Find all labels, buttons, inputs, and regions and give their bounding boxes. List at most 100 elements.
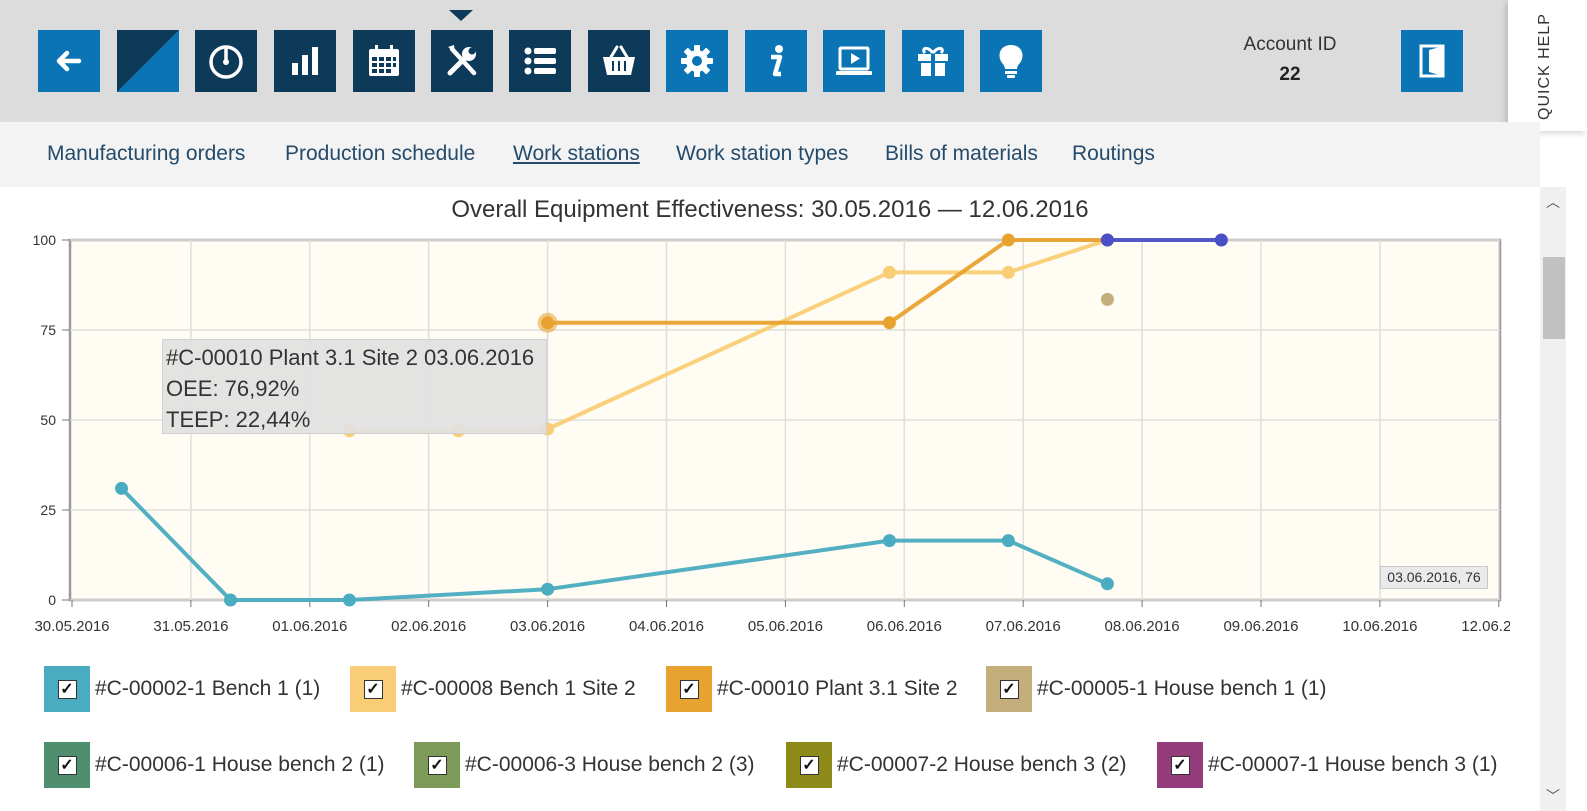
x-tick-label: 02.06.2016 [391, 618, 466, 635]
x-tick-label: 05.06.2016 [748, 618, 823, 635]
ideas-button[interactable] [980, 30, 1042, 92]
x-tick-label: 30.05.2016 [34, 618, 109, 635]
crosshair-readout: 03.06.2016, 76 [1380, 566, 1488, 589]
page-scrollbar[interactable]: ︿ ﹀ [1540, 187, 1566, 811]
data-point [541, 582, 555, 596]
x-tick-label: 08.06.2016 [1105, 618, 1180, 635]
list-button[interactable] [509, 30, 571, 92]
x-tick-label: 09.06.2016 [1223, 618, 1298, 635]
legend-label: #C-00006-1 House bench 2 (1) [95, 753, 385, 776]
legend-color-swatch: ✓ [414, 742, 460, 788]
legend-label: #C-00010 Plant 3.1 Site 2 [717, 677, 958, 700]
account-id-value: 22 [1279, 64, 1301, 85]
chart-tooltip: #C-00010 Plant 3.1 Site 2 03.06.2016 OEE… [162, 339, 547, 434]
legend-checkbox[interactable]: ✓ [427, 755, 447, 775]
data-point [882, 265, 896, 279]
arrow-left-icon [56, 50, 82, 72]
diagonal-split-icon [117, 30, 179, 92]
calendar-button[interactable] [353, 30, 415, 92]
settings-button[interactable] [666, 30, 728, 92]
dashboard-button[interactable] [195, 30, 257, 92]
production-button[interactable] [431, 30, 493, 92]
x-tick-label: 31.05.2016 [153, 618, 228, 635]
tab-work-stations[interactable]: Work stations [513, 142, 640, 165]
logout-button[interactable] [1401, 30, 1463, 92]
data-point [1001, 265, 1015, 279]
tools-icon [447, 45, 477, 76]
series-line [547, 238, 1108, 325]
legend-label: #C-00002-1 Bench 1 (1) [95, 677, 321, 700]
data-point [1001, 534, 1015, 548]
legend-checkbox[interactable]: ✓ [999, 679, 1019, 699]
legend-label: #C-00008 Bench 1 Site 2 [401, 677, 636, 700]
data-point [224, 593, 238, 607]
tooltip-teep: TEEP: 22,44% [166, 407, 311, 432]
y-tick-label: 50 [40, 412, 56, 428]
legend-color-swatch: ✓ [666, 666, 712, 712]
tooltip-title: #C-00010 Plant 3.1 Site 2 03.06.2016 [166, 345, 535, 370]
scroll-thumb[interactable] [1543, 257, 1565, 339]
data-point [1214, 233, 1228, 247]
gear-icon [681, 45, 713, 77]
legend-color-swatch: ✓ [44, 742, 90, 788]
x-tick-label: 04.06.2016 [629, 618, 704, 635]
y-tick-label: 100 [33, 232, 57, 248]
tab-strip: Manufacturing orders Production schedule… [0, 122, 1540, 187]
y-tick-label: 75 [40, 322, 56, 338]
quick-help-tab[interactable]: QUICK HELP [1508, 0, 1587, 131]
tab-work-station-types[interactable]: Work station types [676, 142, 849, 165]
list-icon [524, 47, 556, 75]
reports-button[interactable] [274, 30, 336, 92]
info-button[interactable] [745, 30, 807, 92]
legend-item[interactable]: ✓ #C-00005-1 House bench 1 (1) [986, 666, 1327, 712]
scroll-down-icon[interactable]: ﹀ [1546, 788, 1560, 804]
legend-checkbox[interactable]: ✓ [363, 679, 383, 699]
legend-item[interactable]: ✓ #C-00007-2 House bench 3 (2) [786, 742, 1127, 788]
chart-title: Overall Equipment Effectiveness: 30.05.2… [451, 196, 1089, 223]
theme-button[interactable] [117, 30, 179, 92]
legend-item[interactable]: ✓ #C-00002-1 Bench 1 (1) [44, 666, 320, 712]
gift-icon [918, 46, 948, 76]
data-point [1001, 233, 1015, 247]
legend-label: #C-00007-1 House bench 3 (1) [1208, 753, 1498, 776]
data-point [882, 316, 896, 330]
legend-checkbox[interactable]: ✓ [679, 679, 699, 699]
tab-production-schedule[interactable]: Production schedule [285, 142, 476, 165]
legend-item[interactable]: ✓ #C-00007-1 House bench 3 (1) [1157, 742, 1498, 788]
back-button[interactable] [38, 30, 100, 92]
calendar-icon [369, 45, 399, 76]
legend-checkbox[interactable]: ✓ [57, 679, 77, 699]
account-info: Account ID 22 [1225, 34, 1355, 86]
exit-door-icon [1419, 44, 1445, 78]
gift-button[interactable] [902, 30, 964, 92]
legend-item[interactable]: ✓ #C-00006-3 House bench 2 (3) [414, 742, 755, 788]
gauge-icon [209, 45, 243, 79]
legend-color-swatch: ✓ [986, 666, 1032, 712]
y-tick-label: 25 [40, 502, 56, 518]
tab-bills-of-materials[interactable]: Bills of materials [885, 142, 1038, 165]
legend-checkbox[interactable]: ✓ [799, 755, 819, 775]
x-tick-label: 07.06.2016 [986, 618, 1061, 635]
bar-chart-icon [292, 47, 318, 75]
x-tick-label: 01.06.2016 [272, 618, 347, 635]
y-tick-label: 0 [48, 592, 56, 608]
data-point [1100, 233, 1114, 247]
legend-checkbox[interactable]: ✓ [1170, 755, 1190, 775]
legend-item[interactable]: ✓ #C-00008 Bench 1 Site 2 [350, 666, 636, 712]
legend-item[interactable]: ✓ #C-00010 Plant 3.1 Site 2 [666, 666, 958, 712]
legend-item[interactable]: ✓ #C-00006-1 House bench 2 (1) [44, 742, 385, 788]
tooltip-oee: OEE: 76,92% [166, 376, 300, 401]
hover-point-marker [537, 312, 558, 333]
top-toolbar: Account ID 22 [0, 0, 1508, 122]
legend-checkbox[interactable]: ✓ [57, 755, 77, 775]
quick-help-label: QUICK HELP [1536, 13, 1553, 120]
data-point [1100, 292, 1114, 306]
lightbulb-icon [999, 45, 1023, 78]
legend-color-swatch: ✓ [1157, 742, 1203, 788]
video-button[interactable] [823, 30, 885, 92]
tab-manufacturing-orders[interactable]: Manufacturing orders [47, 142, 246, 165]
scroll-up-icon[interactable]: ︿ [1546, 194, 1560, 210]
tab-routings[interactable]: Routings [1072, 142, 1155, 165]
basket-icon [603, 45, 635, 75]
shop-button[interactable] [588, 30, 650, 92]
